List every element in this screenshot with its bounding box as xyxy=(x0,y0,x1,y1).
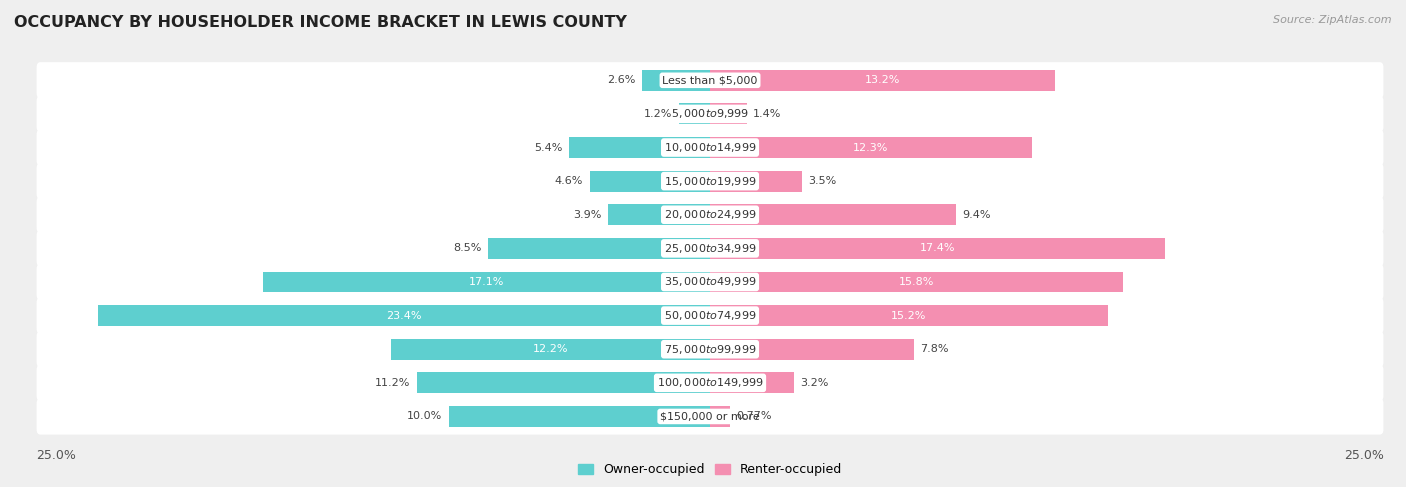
Text: Less than $5,000: Less than $5,000 xyxy=(662,75,758,85)
Text: 2.6%: 2.6% xyxy=(607,75,636,85)
Text: 0.77%: 0.77% xyxy=(737,412,772,421)
Text: 13.2%: 13.2% xyxy=(865,75,900,85)
Text: 23.4%: 23.4% xyxy=(387,311,422,320)
Bar xyxy=(98,305,710,326)
Bar xyxy=(391,339,710,359)
Text: 12.3%: 12.3% xyxy=(853,143,889,152)
Bar xyxy=(710,339,914,359)
Bar xyxy=(710,238,1166,259)
Bar xyxy=(710,373,794,393)
Text: 4.6%: 4.6% xyxy=(555,176,583,186)
FancyBboxPatch shape xyxy=(37,130,1384,166)
Text: $35,000 to $49,999: $35,000 to $49,999 xyxy=(664,276,756,288)
Bar xyxy=(679,103,710,124)
Bar xyxy=(263,272,710,292)
Text: $50,000 to $74,999: $50,000 to $74,999 xyxy=(664,309,756,322)
Text: OCCUPANCY BY HOUSEHOLDER INCOME BRACKET IN LEWIS COUNTY: OCCUPANCY BY HOUSEHOLDER INCOME BRACKET … xyxy=(14,15,627,30)
Text: 12.2%: 12.2% xyxy=(533,344,568,354)
FancyBboxPatch shape xyxy=(37,163,1384,199)
Text: 15.8%: 15.8% xyxy=(898,277,935,287)
Legend: Owner-occupied, Renter-occupied: Owner-occupied, Renter-occupied xyxy=(574,458,846,482)
Bar xyxy=(449,406,710,427)
Bar xyxy=(710,205,956,225)
Text: 10.0%: 10.0% xyxy=(406,412,441,421)
Text: 1.2%: 1.2% xyxy=(644,109,672,119)
Bar xyxy=(710,406,730,427)
Text: $25,000 to $34,999: $25,000 to $34,999 xyxy=(664,242,756,255)
Text: 11.2%: 11.2% xyxy=(375,378,411,388)
Bar xyxy=(710,70,1056,91)
Text: 5.4%: 5.4% xyxy=(534,143,562,152)
Text: $10,000 to $14,999: $10,000 to $14,999 xyxy=(664,141,756,154)
Text: $100,000 to $149,999: $100,000 to $149,999 xyxy=(657,376,763,389)
Text: 3.9%: 3.9% xyxy=(574,210,602,220)
Text: $150,000 or more: $150,000 or more xyxy=(661,412,759,421)
Text: 3.2%: 3.2% xyxy=(800,378,828,388)
Text: 3.5%: 3.5% xyxy=(808,176,837,186)
Text: $15,000 to $19,999: $15,000 to $19,999 xyxy=(664,175,756,187)
Bar xyxy=(710,305,1108,326)
Bar xyxy=(569,137,710,158)
Text: 7.8%: 7.8% xyxy=(921,344,949,354)
Text: 1.4%: 1.4% xyxy=(754,109,782,119)
Bar xyxy=(418,373,710,393)
Bar xyxy=(488,238,710,259)
Text: $75,000 to $99,999: $75,000 to $99,999 xyxy=(664,343,756,356)
FancyBboxPatch shape xyxy=(37,62,1384,98)
Text: 9.4%: 9.4% xyxy=(962,210,991,220)
Bar xyxy=(710,272,1123,292)
FancyBboxPatch shape xyxy=(37,398,1384,434)
FancyBboxPatch shape xyxy=(37,365,1384,401)
Bar xyxy=(589,171,710,191)
Bar xyxy=(643,70,710,91)
Text: 8.5%: 8.5% xyxy=(453,244,481,253)
FancyBboxPatch shape xyxy=(37,331,1384,367)
Text: $5,000 to $9,999: $5,000 to $9,999 xyxy=(671,108,749,120)
Bar xyxy=(710,137,1032,158)
Text: $20,000 to $24,999: $20,000 to $24,999 xyxy=(664,208,756,221)
Bar xyxy=(607,205,710,225)
Bar xyxy=(710,103,747,124)
FancyBboxPatch shape xyxy=(37,197,1384,233)
Bar xyxy=(710,171,801,191)
Text: 17.1%: 17.1% xyxy=(468,277,505,287)
FancyBboxPatch shape xyxy=(37,96,1384,132)
Text: Source: ZipAtlas.com: Source: ZipAtlas.com xyxy=(1274,15,1392,25)
FancyBboxPatch shape xyxy=(37,230,1384,266)
FancyBboxPatch shape xyxy=(37,298,1384,334)
Text: 15.2%: 15.2% xyxy=(891,311,927,320)
FancyBboxPatch shape xyxy=(37,264,1384,300)
Text: 17.4%: 17.4% xyxy=(920,244,955,253)
